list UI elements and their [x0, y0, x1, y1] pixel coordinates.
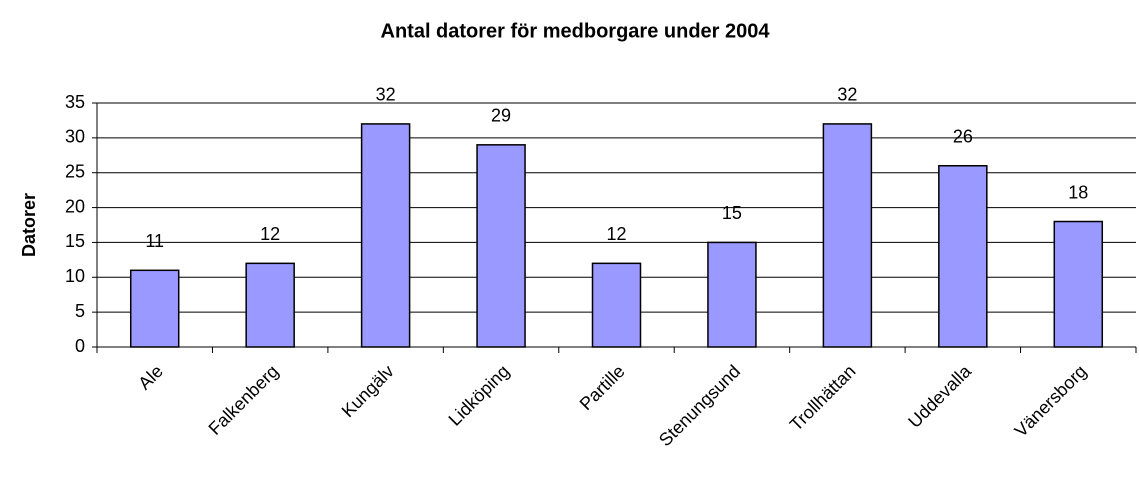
data-label: 29 — [491, 106, 511, 126]
bar — [360, 123, 411, 348]
x-tick-label: Trollhättan — [786, 361, 860, 435]
x-tick-label: Partille — [576, 361, 629, 414]
data-label: 32 — [837, 85, 857, 105]
x-tick-label: Vänersborg — [1011, 361, 1091, 441]
x-tick-label: Kungälv — [338, 361, 398, 421]
x-tick-label: Lidköping — [445, 361, 514, 430]
y-tick-label: 25 — [65, 161, 85, 181]
bar — [591, 262, 642, 348]
bar — [476, 144, 526, 348]
data-label: 18 — [1068, 182, 1088, 202]
bar — [129, 269, 180, 348]
bar — [1053, 220, 1104, 348]
x-tick-label: Falkenberg — [205, 361, 283, 439]
x-tick-label: Ale — [134, 361, 167, 394]
data-label: 26 — [953, 126, 973, 146]
x-tick-label: Stenungsund — [655, 361, 744, 450]
y-axis-label: Datorer — [19, 193, 39, 257]
chart-title: Antal datorer för medborgare under 2004 — [381, 20, 771, 42]
data-label: 12 — [260, 224, 280, 244]
x-tick-label: Uddevalla — [904, 360, 975, 431]
bar — [938, 164, 988, 348]
data-label: 11 — [145, 231, 164, 251]
y-tick-label: 5 — [75, 301, 85, 321]
y-tick-label: 35 — [65, 92, 85, 112]
bar — [707, 241, 757, 348]
data-label: 12 — [606, 224, 626, 244]
y-tick-label: 30 — [65, 127, 85, 147]
y-tick-label: 15 — [65, 231, 85, 251]
y-tick-label: 0 — [75, 336, 85, 356]
bar — [245, 262, 295, 348]
y-tick-label: 10 — [65, 266, 85, 286]
y-tick-label: 20 — [65, 196, 85, 216]
data-label: 32 — [376, 85, 396, 105]
data-label: 15 — [722, 203, 742, 223]
bar — [822, 123, 873, 348]
